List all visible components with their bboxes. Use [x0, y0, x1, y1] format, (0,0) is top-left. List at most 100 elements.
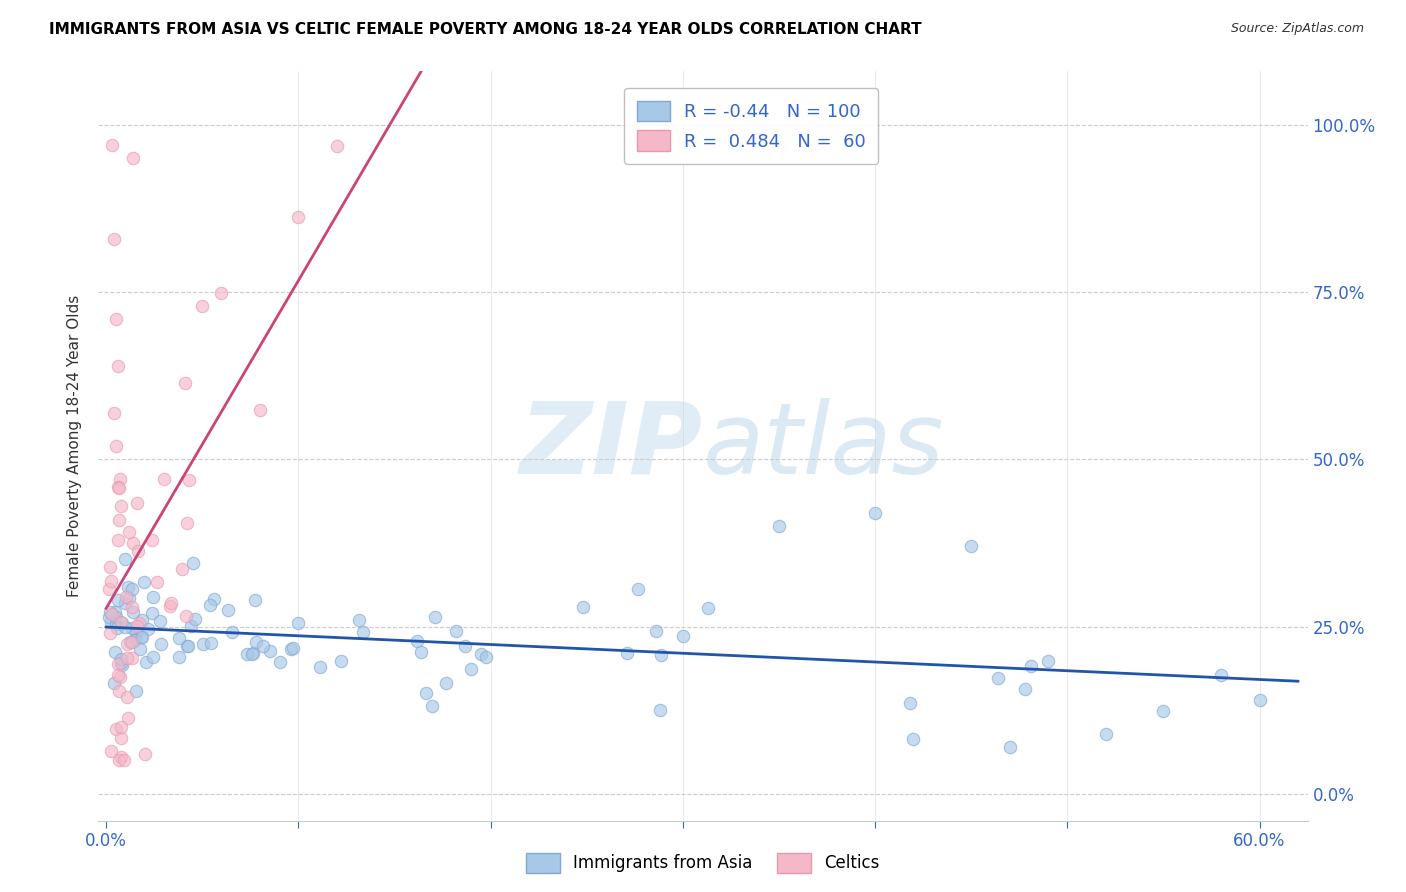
Point	[347, 614, 370, 628]
Point	[202, 591, 225, 606]
Point	[1209, 668, 1232, 682]
Legend: R = -0.44   N = 100, R =  0.484   N =  60: R = -0.44 N = 100, R = 0.484 N = 60	[624, 88, 879, 164]
Point	[104, 605, 127, 619]
Point	[110, 731, 132, 746]
Point	[330, 654, 353, 668]
Point	[572, 600, 595, 615]
Point	[129, 641, 152, 656]
Point	[616, 646, 638, 660]
Point	[115, 690, 138, 705]
Point	[115, 637, 138, 651]
Point	[211, 286, 233, 301]
Point	[406, 633, 429, 648]
Point	[627, 582, 650, 596]
Point	[134, 747, 156, 761]
Point	[650, 703, 672, 717]
Point	[100, 574, 122, 588]
Point	[177, 473, 200, 487]
Point	[326, 138, 349, 153]
Text: atlas: atlas	[703, 398, 945, 494]
Point	[269, 655, 291, 669]
Point	[152, 473, 174, 487]
Point	[191, 299, 214, 313]
Point	[118, 634, 141, 648]
Y-axis label: Female Poverty Among 18-24 Year Olds: Female Poverty Among 18-24 Year Olds	[67, 295, 83, 597]
Point	[434, 675, 457, 690]
Point	[127, 619, 149, 633]
Point	[129, 631, 152, 645]
Point	[108, 670, 131, 684]
Point	[768, 519, 790, 533]
Point	[259, 644, 281, 658]
Point	[115, 590, 138, 604]
Point	[411, 645, 433, 659]
Point	[103, 676, 125, 690]
Point	[103, 232, 125, 246]
Point	[107, 592, 129, 607]
Point	[114, 596, 136, 610]
Point	[998, 740, 1021, 755]
Point	[444, 624, 467, 638]
Point	[167, 649, 190, 664]
Point	[121, 650, 143, 665]
Point	[249, 403, 271, 417]
Point	[423, 609, 446, 624]
Point	[252, 640, 274, 654]
Point	[97, 582, 120, 596]
Point	[183, 611, 205, 625]
Point	[170, 562, 193, 576]
Point	[160, 596, 183, 610]
Point	[118, 591, 141, 605]
Point	[105, 610, 128, 624]
Point	[128, 615, 150, 630]
Point	[122, 536, 145, 550]
Point	[145, 575, 167, 590]
Point	[1094, 726, 1116, 740]
Point	[141, 533, 163, 547]
Point	[217, 603, 239, 617]
Point	[110, 652, 132, 666]
Point	[121, 621, 143, 635]
Point	[309, 660, 332, 674]
Point	[200, 636, 222, 650]
Point	[415, 686, 437, 700]
Point	[108, 684, 131, 698]
Point	[352, 625, 374, 640]
Point	[134, 574, 156, 589]
Point	[174, 376, 197, 391]
Point	[176, 516, 198, 530]
Point	[174, 608, 197, 623]
Point	[107, 480, 129, 494]
Point	[454, 640, 477, 654]
Point	[98, 605, 121, 619]
Point	[108, 512, 131, 526]
Point	[280, 641, 302, 656]
Point	[1152, 704, 1174, 718]
Point	[121, 600, 143, 615]
Point	[1021, 659, 1043, 673]
Point	[460, 662, 482, 676]
Point	[112, 753, 135, 767]
Point	[193, 637, 215, 651]
Point	[903, 732, 925, 747]
Point	[107, 359, 129, 373]
Point	[103, 406, 125, 420]
Point	[863, 506, 886, 520]
Point	[136, 623, 159, 637]
Point	[198, 598, 221, 612]
Point	[131, 630, 153, 644]
Point	[110, 500, 132, 514]
Point	[243, 593, 266, 607]
Point	[470, 647, 492, 661]
Point	[121, 582, 143, 597]
Point	[110, 720, 132, 734]
Point	[644, 624, 666, 638]
Point	[98, 626, 121, 640]
Point	[141, 607, 163, 621]
Point	[122, 152, 145, 166]
Point	[108, 481, 131, 495]
Point	[167, 631, 190, 645]
Point	[149, 615, 172, 629]
Point	[181, 557, 204, 571]
Point	[142, 650, 165, 665]
